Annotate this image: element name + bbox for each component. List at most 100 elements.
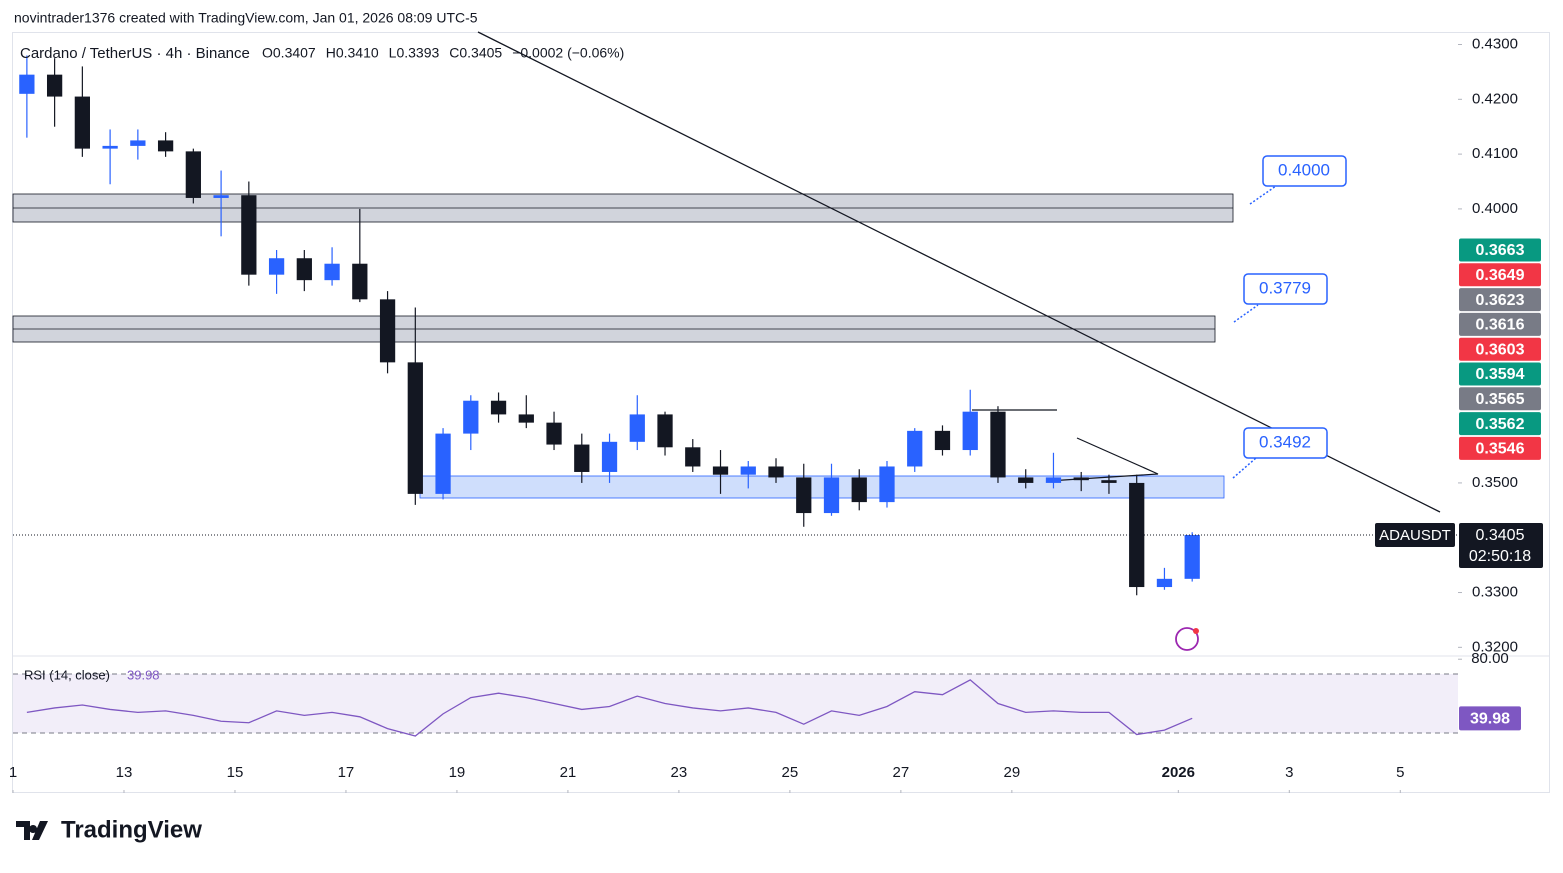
candle-body [962, 411, 978, 451]
candle-body [1156, 578, 1173, 588]
candle-body [574, 444, 590, 472]
price-tag [1459, 412, 1541, 436]
logo: TradingView [16, 816, 202, 843]
plot: 0.3200 0.3300 0.3500 0.4000 0.4100 0.4200 0.43… [9, 35, 1543, 793]
price-tag-label: 0.3616 [1476, 317, 1525, 334]
price-tag-label: 0.3594 [1476, 366, 1525, 383]
candle-body [490, 400, 507, 415]
rsi-value: 39.98 [127, 667, 160, 682]
candle-body [879, 466, 895, 503]
callout-label: 0.4000 [1278, 160, 1330, 179]
last-price-tag [1459, 522, 1543, 568]
price-tag-label: 0.3623 [1476, 292, 1525, 309]
logo-text: TradingView [61, 816, 202, 843]
candle-body [601, 441, 618, 472]
price-tag [1459, 263, 1541, 287]
candle-body [379, 299, 396, 363]
candle-body [74, 96, 90, 149]
candle-body [296, 258, 312, 281]
price-tag-label: 0.3546 [1476, 441, 1525, 458]
x-tick-label: 1 [9, 764, 17, 781]
legend-item: O0.3407 [262, 45, 316, 61]
candle-body [157, 140, 174, 152]
price-tag [1459, 387, 1541, 411]
candle-body [740, 466, 756, 475]
price-tag [1459, 436, 1541, 460]
y-tick-label: 0.3200 [1472, 638, 1518, 655]
candle-body [796, 477, 812, 514]
candle-body [185, 151, 201, 198]
y-tick-label: 0.3300 [1472, 583, 1518, 600]
candle-body [990, 411, 1006, 478]
candle-body [435, 433, 451, 494]
x-tick-label: 19 [449, 764, 466, 781]
candle-body [546, 422, 562, 445]
rsi-tag [1459, 706, 1521, 731]
candle-body [102, 145, 118, 149]
candle-body [851, 477, 867, 503]
x-tick-label: 17 [338, 764, 355, 781]
price-tag-label: 0.3663 [1476, 242, 1525, 259]
candle-body [712, 466, 729, 475]
price-tag-label: 0.3603 [1476, 341, 1525, 358]
candle-body [130, 140, 146, 146]
candle-body [657, 414, 673, 448]
price-tag [1459, 288, 1541, 312]
symbol-label: ADAUSDT [1379, 527, 1451, 544]
callout: 0.4000 [1249, 155, 1347, 205]
rsi-tick-label: 80.00 [1471, 650, 1509, 667]
candle-body [324, 263, 340, 281]
alert-icon[interactable] [1175, 627, 1199, 651]
x-tick-label: 5 [1396, 764, 1404, 781]
candle-body [46, 74, 63, 97]
price-tag-label: 0.3565 [1476, 391, 1525, 408]
candle-body [685, 447, 701, 467]
chart-border [12, 32, 1550, 793]
callout-label: 0.3492 [1259, 432, 1311, 451]
countdown: 02:50:18 [1469, 548, 1531, 565]
candle-body [907, 430, 923, 467]
candle-body [823, 477, 840, 514]
candle-body [19, 74, 35, 94]
candle-body [1129, 482, 1145, 588]
candle-body [1018, 477, 1034, 483]
y-tick-label: 0.4300 [1472, 35, 1518, 52]
candle-body [407, 362, 423, 494]
candle-body [213, 195, 229, 198]
candle-body [629, 414, 645, 442]
candle-body [1184, 534, 1200, 579]
candle-body [463, 400, 479, 434]
x-tick-label: 13 [116, 764, 133, 781]
callout-label: 0.3779 [1259, 278, 1311, 297]
price-tag [1459, 337, 1541, 361]
price-tag [1459, 312, 1541, 336]
x-tick-label: 29 [1004, 764, 1021, 781]
candle-body [518, 414, 534, 423]
candle-body [352, 263, 368, 300]
rsi-line [26, 679, 1193, 737]
legend-item: L0.3393 [389, 45, 440, 61]
x-tick-label: 2026 [1162, 764, 1195, 781]
legend-title: Cardano / TetherUS · 4h · Binance [20, 45, 250, 62]
price-tag [1459, 238, 1541, 262]
x-tick-label: 21 [560, 764, 577, 781]
candle-body [241, 195, 257, 275]
callout: 0.3779 [1233, 273, 1328, 323]
price-tag-label: 0.3562 [1476, 416, 1525, 433]
candle-body [268, 258, 285, 275]
x-tick-label: 23 [671, 764, 688, 781]
y-tick-label: 0.4200 [1472, 90, 1518, 107]
symbol-tag [1375, 522, 1455, 547]
x-tick-label: 15 [227, 764, 244, 781]
alert-dot [1193, 628, 1199, 634]
x-tick-label: 25 [782, 764, 799, 781]
price-tag [1459, 362, 1541, 386]
y-tick-label: 0.3500 [1472, 474, 1518, 491]
price-tag-label: 0.3649 [1476, 267, 1525, 284]
legend-item: −0.0002 (−0.06%) [512, 45, 624, 61]
y-tick-label: 0.4100 [1472, 145, 1518, 162]
rsi-tag-label: 39.98 [1470, 711, 1510, 728]
candle-body [934, 430, 951, 451]
